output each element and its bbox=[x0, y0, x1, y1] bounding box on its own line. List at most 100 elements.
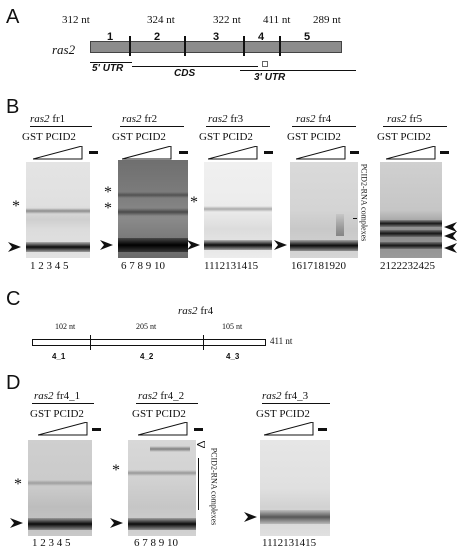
gel-image bbox=[260, 440, 330, 536]
minus-marker bbox=[179, 151, 188, 154]
title-underline bbox=[206, 126, 270, 127]
protein-label: GST PCID2 bbox=[377, 131, 431, 143]
gel-title: ras2 fr4_1 bbox=[34, 390, 80, 402]
gel-title: ras2 fr4_3 bbox=[262, 390, 308, 402]
fragment-name: fr5 bbox=[409, 113, 423, 125]
map-title: ras2 fr4 bbox=[178, 305, 213, 317]
free-rna-band bbox=[204, 240, 272, 250]
complex-label-text: PCID2-RNA complexes bbox=[359, 163, 369, 242]
lane-numbers: 2122232425 bbox=[380, 260, 435, 272]
segment-length-5: 289 nt bbox=[313, 14, 341, 26]
gel-image bbox=[128, 440, 196, 536]
complex-label-text: PCID2-RNA complexes bbox=[209, 447, 219, 526]
protein-label: GST PCID2 bbox=[30, 408, 84, 420]
segment-number-2: 2 bbox=[154, 31, 161, 43]
free-rna-band bbox=[380, 220, 442, 227]
lane-numbers: 1617181920 bbox=[291, 260, 346, 272]
gel-title: ras2 fr5 bbox=[387, 113, 422, 125]
complex-band bbox=[26, 208, 90, 214]
protein-label: GST PCID2 bbox=[112, 131, 166, 143]
concentration-wedge bbox=[208, 146, 258, 160]
lane-numbers: 1112131415 bbox=[262, 537, 317, 549]
free-rna-band bbox=[118, 238, 188, 252]
arrowhead-icon bbox=[444, 222, 457, 232]
gene-name: ras2 bbox=[387, 113, 407, 125]
panel-label-d: D bbox=[6, 372, 21, 394]
complex-star: * bbox=[190, 194, 198, 211]
complex-star: * bbox=[104, 200, 112, 217]
gel-image bbox=[118, 160, 188, 258]
panel-label-b: B bbox=[6, 96, 20, 118]
title-underline bbox=[30, 126, 92, 127]
free-rna-band bbox=[260, 510, 330, 524]
fragment-name: fr4 bbox=[200, 305, 214, 317]
bracket bbox=[198, 458, 199, 510]
free-rna-band bbox=[128, 518, 196, 530]
minus-marker bbox=[89, 151, 98, 154]
complex-star: * bbox=[14, 476, 22, 493]
gene-name: ras2 bbox=[30, 113, 50, 125]
concentration-wedge bbox=[33, 146, 83, 160]
segment-number-1: 1 bbox=[107, 31, 114, 43]
gel-title: ras2 fr4_2 bbox=[138, 390, 184, 402]
arrowhead-icon bbox=[187, 240, 200, 250]
free-rna-band bbox=[28, 518, 92, 530]
minus-marker bbox=[318, 428, 327, 431]
concentration-wedge bbox=[138, 422, 188, 436]
gel-image bbox=[26, 162, 90, 258]
fragment-name: fr4_2 bbox=[160, 390, 185, 402]
gene-name: ras2 bbox=[178, 305, 198, 317]
arrowhead-icon bbox=[244, 512, 257, 522]
arrowhead-icon bbox=[274, 240, 287, 250]
free-rna-band bbox=[380, 230, 442, 237]
utr5-label: 5' UTR bbox=[92, 63, 124, 74]
arrowhead-icon bbox=[100, 240, 113, 250]
minus-marker bbox=[194, 428, 203, 431]
panel-label-a: A bbox=[6, 6, 20, 28]
gene-name: ras2 bbox=[262, 390, 282, 402]
complex-label: PCID2-RNA complexes bbox=[349, 158, 373, 248]
arrowhead-icon bbox=[444, 231, 457, 241]
complex-band bbox=[118, 192, 188, 198]
gel-title: ras2 fr2 bbox=[122, 113, 157, 125]
subfragment-label-1: 4_1 bbox=[52, 352, 66, 361]
protein-label: GST PCID2 bbox=[256, 408, 310, 420]
lane-numbers: 6 7 8 9 10 bbox=[134, 537, 178, 549]
title-underline bbox=[136, 403, 198, 404]
title-underline bbox=[262, 403, 330, 404]
utr3-line bbox=[240, 70, 356, 71]
total-length: 411 nt bbox=[270, 336, 293, 346]
arrowhead-icon bbox=[444, 243, 457, 253]
lane-numbers: 1 2 3 4 5 bbox=[30, 260, 69, 272]
segment-divider bbox=[184, 36, 186, 56]
minus-marker bbox=[92, 428, 101, 431]
fragment-name: fr4_1 bbox=[56, 390, 81, 402]
fragment-name: fr3 bbox=[230, 113, 244, 125]
fragment-name: fr1 bbox=[52, 113, 66, 125]
subfragment-label-2: 4_2 bbox=[140, 352, 154, 361]
arrowhead-icon bbox=[8, 242, 21, 252]
subfragment-divider bbox=[203, 335, 204, 350]
gene-name-ras2: ras2 bbox=[52, 42, 76, 57]
arrowhead-icon bbox=[197, 441, 205, 448]
title-underline bbox=[383, 126, 447, 127]
complex-band bbox=[150, 446, 190, 452]
gel-image bbox=[290, 162, 358, 258]
concentration-wedge bbox=[264, 422, 314, 436]
bracket bbox=[353, 218, 357, 219]
segment-number-4: 4 bbox=[258, 31, 265, 43]
concentration-wedge bbox=[38, 422, 88, 436]
gene-name: ras2 bbox=[208, 113, 228, 125]
segment-number-5: 5 bbox=[304, 31, 311, 43]
gel-title: ras2 fr3 bbox=[208, 113, 243, 125]
complex-band bbox=[118, 208, 188, 216]
gene-name: ras2 bbox=[138, 390, 158, 402]
title-underline bbox=[120, 126, 184, 127]
gel-title: ras2 fr4 bbox=[296, 113, 331, 125]
lane-numbers: 1 2 3 4 5 bbox=[32, 537, 71, 549]
free-rna-band bbox=[290, 240, 358, 251]
fragment-name: fr2 bbox=[144, 113, 158, 125]
minus-marker bbox=[350, 151, 359, 154]
fragment-bar bbox=[32, 339, 266, 346]
protein-label: GST PCID2 bbox=[199, 131, 253, 143]
